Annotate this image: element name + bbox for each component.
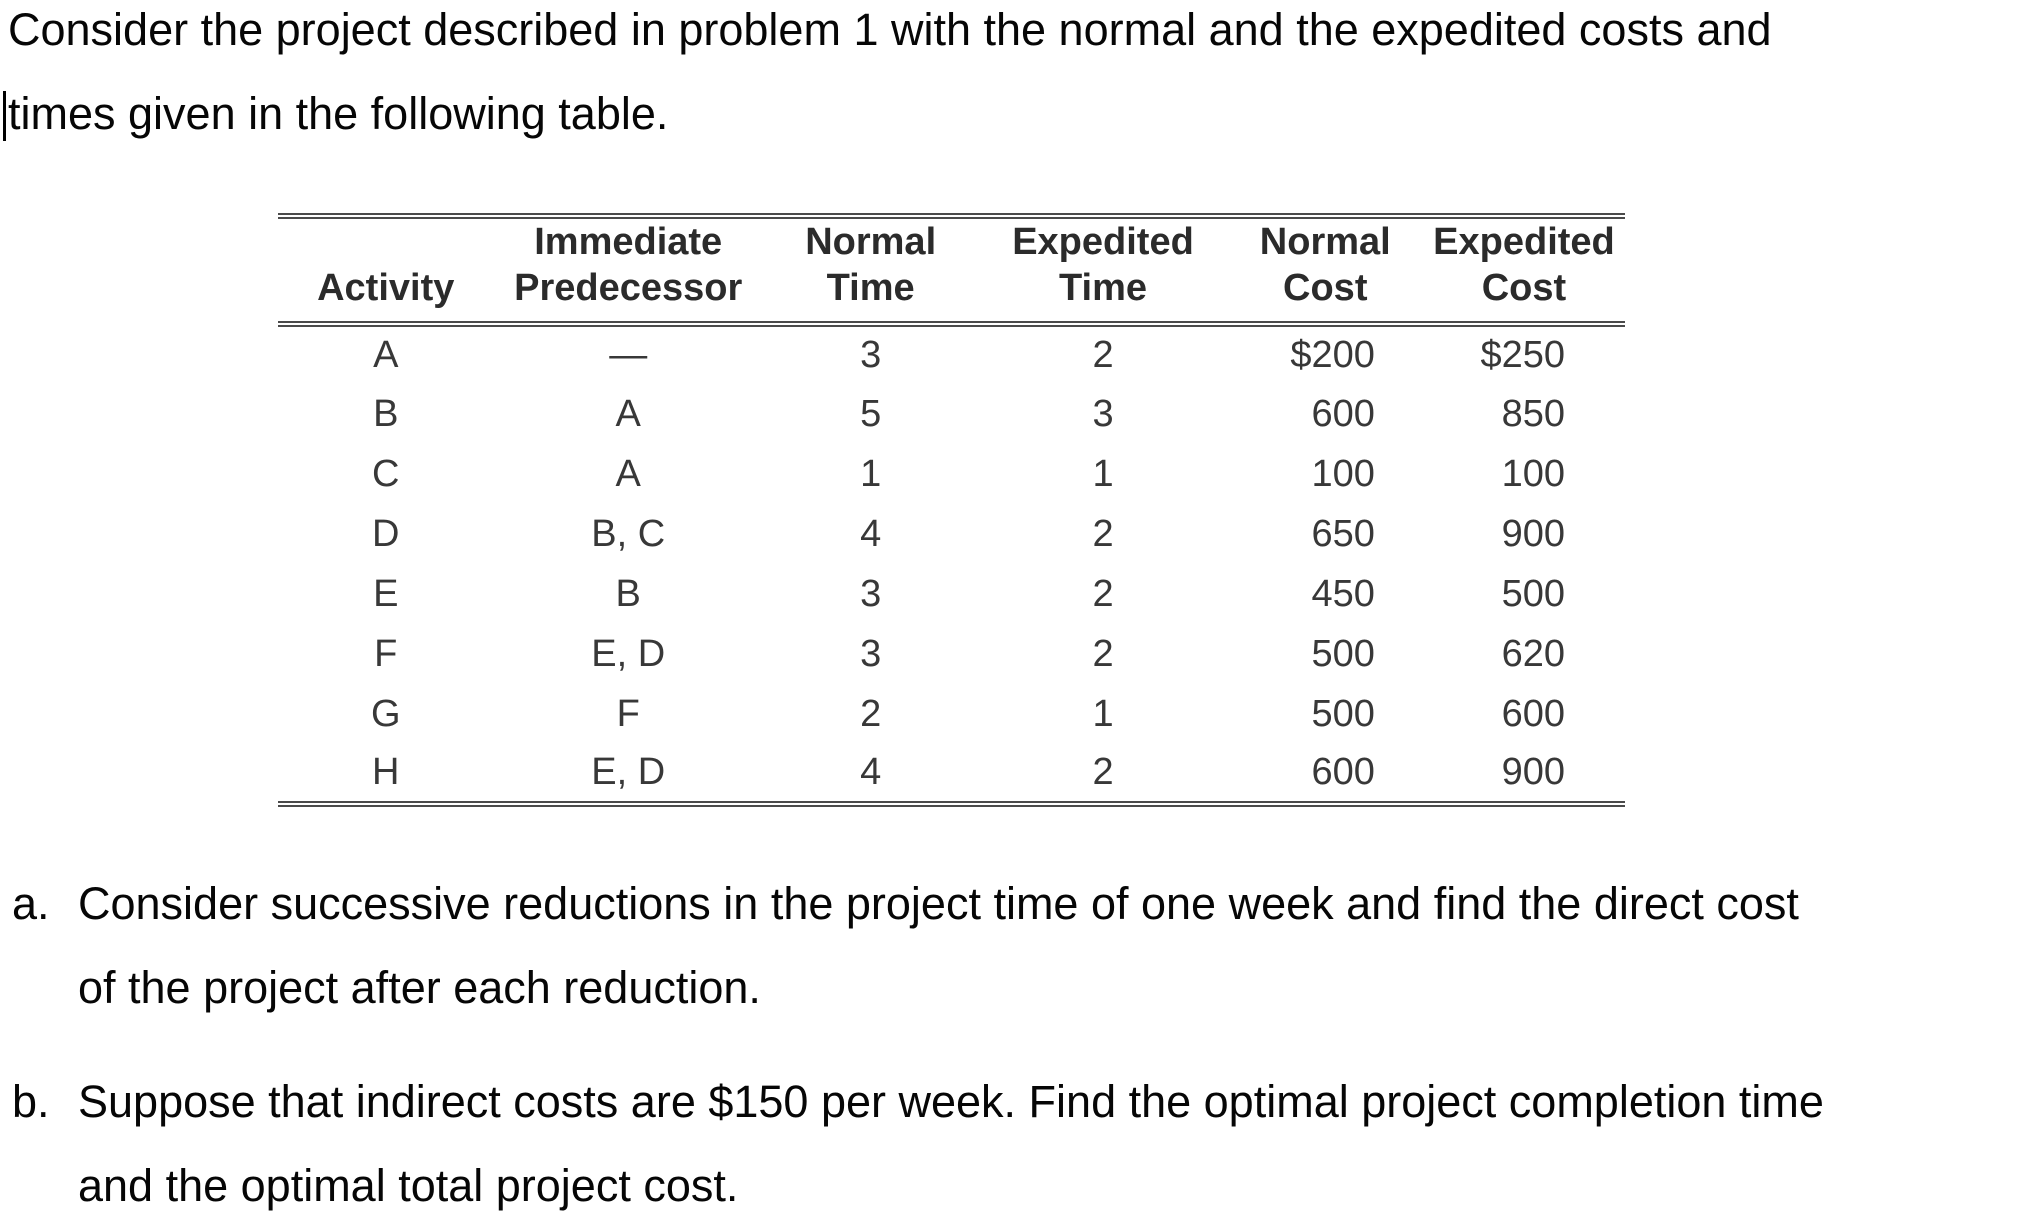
cell-normal-cost: 650	[1311, 512, 1375, 555]
cell-predecessor: E, D	[591, 632, 666, 675]
col-header-expedited-cost: Expedited Cost	[1422, 216, 1625, 327]
cell-normal-cost: 500	[1311, 632, 1375, 675]
cell-activity: B	[373, 392, 399, 435]
cell-normal-time: 4	[860, 751, 882, 793]
question-a-line-1: Consider successive reductions in the pr…	[78, 878, 1799, 929]
cell-normal-cost: 500	[1311, 692, 1375, 735]
cell-normal-time: 3	[860, 572, 882, 615]
cell-activity: A	[373, 334, 399, 376]
cell-expedited-time: 1	[1092, 692, 1114, 735]
question-b: b. Suppose that indirect costs are $150 …	[12, 1060, 1824, 1228]
crash-cost-table: Activity Immediate Predecessor Normal Ti…	[278, 213, 1625, 807]
question-b-marker: b.	[12, 1076, 50, 1127]
cell-predecessor: F	[616, 692, 640, 735]
table-row: H E, D 4 2 600 900	[278, 744, 1625, 804]
cell-activity: H	[372, 751, 400, 793]
cell-expedited-time: 2	[1092, 751, 1114, 793]
cell-activity: E	[373, 572, 399, 615]
cell-normal-cost: 600	[1311, 392, 1375, 435]
cell-expedited-time: 3	[1092, 392, 1114, 435]
cell-expedited-cost: 620	[1501, 632, 1565, 675]
table-header-row: Activity Immediate Predecessor Normal Ti…	[278, 216, 1625, 327]
col-header-normal-time: Normal Time	[762, 216, 979, 327]
table-row: A — 3 2 $200 $250	[278, 324, 1625, 384]
cell-activity: G	[370, 692, 401, 735]
cell-predecessor: A	[615, 392, 641, 435]
cell-predecessor: E, D	[591, 751, 666, 793]
col-header-normal-cost: Normal Cost	[1227, 216, 1423, 327]
question-b-line-2: and the optimal total project cost.	[78, 1160, 739, 1211]
cell-expedited-cost: 500	[1501, 572, 1565, 615]
cell-normal-cost: 600	[1311, 751, 1375, 793]
cell-expedited-time: 1	[1092, 452, 1114, 495]
cell-expedited-cost: 900	[1501, 512, 1565, 555]
cell-expedited-cost: 850	[1501, 392, 1565, 435]
cell-normal-time: 2	[860, 692, 882, 735]
cell-expedited-cost: 600	[1501, 692, 1565, 735]
table-row: B A 5 3 600 850	[278, 384, 1625, 444]
cell-expedited-time: 2	[1092, 632, 1114, 675]
cell-expedited-time: 2	[1092, 512, 1114, 555]
question-b-line-1: Suppose that indirect costs are $150 per…	[78, 1076, 1824, 1127]
cell-expedited-time: 2	[1092, 572, 1114, 615]
cell-predecessor: B	[615, 572, 641, 615]
cell-activity: D	[372, 512, 400, 555]
intro-paragraph: Consider the project described in proble…	[8, 0, 1772, 156]
col-header-predecessor: Immediate Predecessor	[493, 216, 763, 327]
col-header-expedited-time: Expedited Time	[978, 216, 1228, 327]
cell-normal-cost: 450	[1311, 572, 1375, 615]
col-header-activity: Activity	[278, 216, 494, 327]
cell-normal-time: 1	[860, 452, 882, 495]
cell-normal-cost: 100	[1311, 452, 1375, 495]
intro-line-1: Consider the project described in proble…	[8, 4, 1772, 55]
activity-table: Activity Immediate Predecessor Normal Ti…	[278, 213, 1625, 807]
cell-expedited-cost: $250	[1480, 334, 1565, 376]
table-row: C A 1 1 100 100	[278, 444, 1625, 504]
question-a: a. Consider successive reductions in the…	[12, 862, 1799, 1030]
cell-activity: F	[374, 632, 398, 675]
cell-activity: C	[372, 452, 400, 495]
cell-expedited-cost: 900	[1501, 751, 1565, 793]
table-row: E B 3 2 450 500	[278, 564, 1625, 624]
cell-predecessor: A	[615, 452, 641, 495]
cell-expedited-cost: 100	[1501, 452, 1565, 495]
text-cursor	[3, 91, 6, 141]
table-row: G F 2 1 500 600	[278, 684, 1625, 744]
cell-normal-time: 3	[860, 334, 882, 376]
cell-normal-cost: $200	[1290, 334, 1375, 376]
table-row: F E, D 3 2 500 620	[278, 624, 1625, 684]
cell-predecessor: —	[609, 334, 648, 376]
table-row: D B, C 4 2 650 900	[278, 504, 1625, 564]
cell-normal-time: 3	[860, 632, 882, 675]
question-a-line-2: of the project after each reduction.	[78, 962, 761, 1013]
cell-normal-time: 5	[860, 392, 882, 435]
cell-normal-time: 4	[860, 512, 882, 555]
cell-predecessor: B, C	[591, 512, 666, 555]
intro-line-2: times given in the following table.	[8, 88, 669, 139]
question-a-marker: a.	[12, 878, 50, 929]
cell-expedited-time: 2	[1092, 334, 1114, 376]
